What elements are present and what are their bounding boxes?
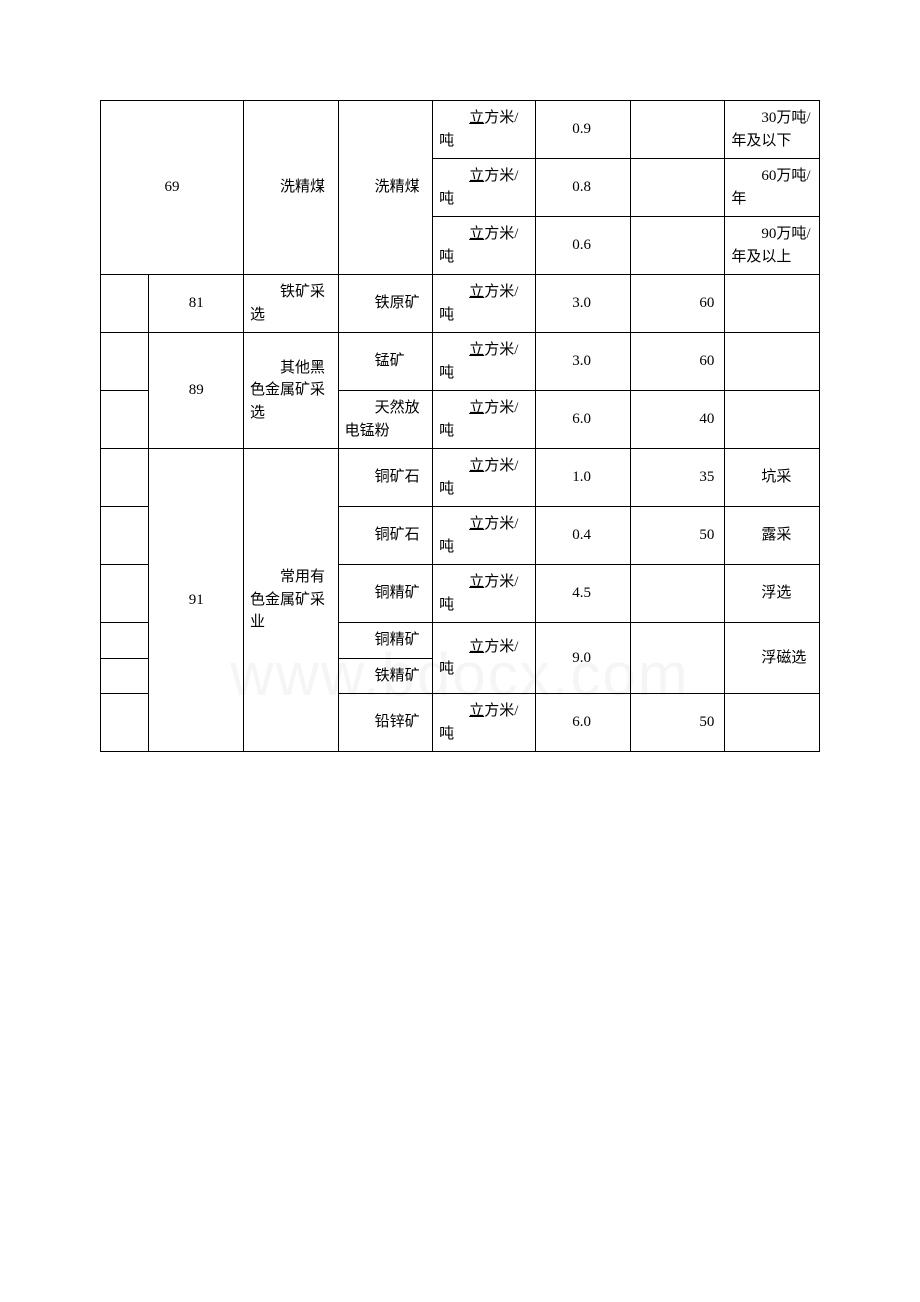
cell-aux: [630, 565, 725, 623]
cell-unit: 立方米/吨: [433, 333, 536, 391]
cell-product: 铜矿石: [338, 507, 433, 565]
cell-remark: [725, 694, 820, 752]
cell-unit: 立方米/吨: [433, 507, 536, 565]
cell-remark: 露采: [725, 507, 820, 565]
cell-aux: 35: [630, 449, 725, 507]
cell-remark: 90万吨/年及以上: [725, 217, 820, 275]
cell-aux: 40: [630, 391, 725, 449]
cell-blank: [101, 449, 149, 507]
cell-remark: 坑采: [725, 449, 820, 507]
cell-unit: 立方米/吨: [433, 391, 536, 449]
cell-aux: [630, 217, 725, 275]
cell-category: 其他黑色金属矿采选: [244, 333, 339, 449]
cell-aux: 50: [630, 694, 725, 752]
cell-unit: 立方米/吨: [433, 623, 536, 694]
cell-remark: [725, 275, 820, 333]
cell-blank: [101, 694, 149, 752]
table-row: 91 常用有色金属矿采业 铜矿石 立方米/吨 1.0 35 坑采: [101, 449, 820, 507]
cell-unit: 立方米/吨: [433, 694, 536, 752]
table-row: 81 铁矿采选 铁原矿 立方米/吨 3.0 60: [101, 275, 820, 333]
cell-product: 天然放电锰粉: [338, 391, 433, 449]
cell-value: 4.5: [536, 565, 631, 623]
cell-value: 6.0: [536, 391, 631, 449]
cell-value: 0.9: [536, 101, 631, 159]
cell-remark: 30万吨/年及以下: [725, 101, 820, 159]
cell-remark: 浮磁选: [725, 623, 820, 694]
cell-value: 3.0: [536, 275, 631, 333]
cell-blank: [101, 565, 149, 623]
cell-value: 0.8: [536, 159, 631, 217]
quota-table: 69 洗精煤 洗精煤 立方米/吨 0.9 30万吨/年及以下 立方米/吨 0.8…: [100, 100, 820, 752]
cell-aux: 60: [630, 333, 725, 391]
cell-product: 铜精矿: [338, 623, 433, 659]
cell-blank: [101, 275, 149, 333]
cell-aux: [630, 623, 725, 694]
cell-product: 铁原矿: [338, 275, 433, 333]
cell-value: 1.0: [536, 449, 631, 507]
cell-remark: [725, 391, 820, 449]
table-row: 69 洗精煤 洗精煤 立方米/吨 0.9 30万吨/年及以下: [101, 101, 820, 159]
cell-index: 69: [101, 101, 244, 275]
cell-remark: 浮选: [725, 565, 820, 623]
cell-product: 洗精煤: [338, 101, 433, 275]
cell-product: 铜精矿: [338, 565, 433, 623]
cell-blank: [101, 391, 149, 449]
cell-value: 0.4: [536, 507, 631, 565]
cell-value: 9.0: [536, 623, 631, 694]
cell-product: 锰矿: [338, 333, 433, 391]
cell-blank: [101, 507, 149, 565]
cell-blank: [101, 333, 149, 391]
cell-unit: 立方米/吨: [433, 101, 536, 159]
cell-category: 铁矿采选: [244, 275, 339, 333]
cell-unit: 立方米/吨: [433, 565, 536, 623]
cell-value: 6.0: [536, 694, 631, 752]
cell-remark: 60万吨/年: [725, 159, 820, 217]
document-page: 69 洗精煤 洗精煤 立方米/吨 0.9 30万吨/年及以下 立方米/吨 0.8…: [100, 100, 820, 752]
cell-category: 常用有色金属矿采业: [244, 449, 339, 752]
cell-aux: 60: [630, 275, 725, 333]
cell-unit: 立方米/吨: [433, 275, 536, 333]
cell-index: 81: [149, 275, 244, 333]
cell-aux: [630, 101, 725, 159]
cell-blank: [101, 623, 149, 659]
cell-unit: 立方米/吨: [433, 217, 536, 275]
cell-index: 91: [149, 449, 244, 752]
cell-product: 铁精矿: [338, 658, 433, 694]
cell-unit: 立方米/吨: [433, 449, 536, 507]
cell-category: 洗精煤: [244, 101, 339, 275]
cell-product: 铅锌矿: [338, 694, 433, 752]
cell-blank: [101, 658, 149, 694]
table-row: 89 其他黑色金属矿采选 锰矿 立方米/吨 3.0 60: [101, 333, 820, 391]
cell-aux: [630, 159, 725, 217]
cell-index: 89: [149, 333, 244, 449]
cell-value: 0.6: [536, 217, 631, 275]
cell-remark: [725, 333, 820, 391]
cell-value: 3.0: [536, 333, 631, 391]
cell-unit: 立方米/吨: [433, 159, 536, 217]
cell-product: 铜矿石: [338, 449, 433, 507]
cell-aux: 50: [630, 507, 725, 565]
